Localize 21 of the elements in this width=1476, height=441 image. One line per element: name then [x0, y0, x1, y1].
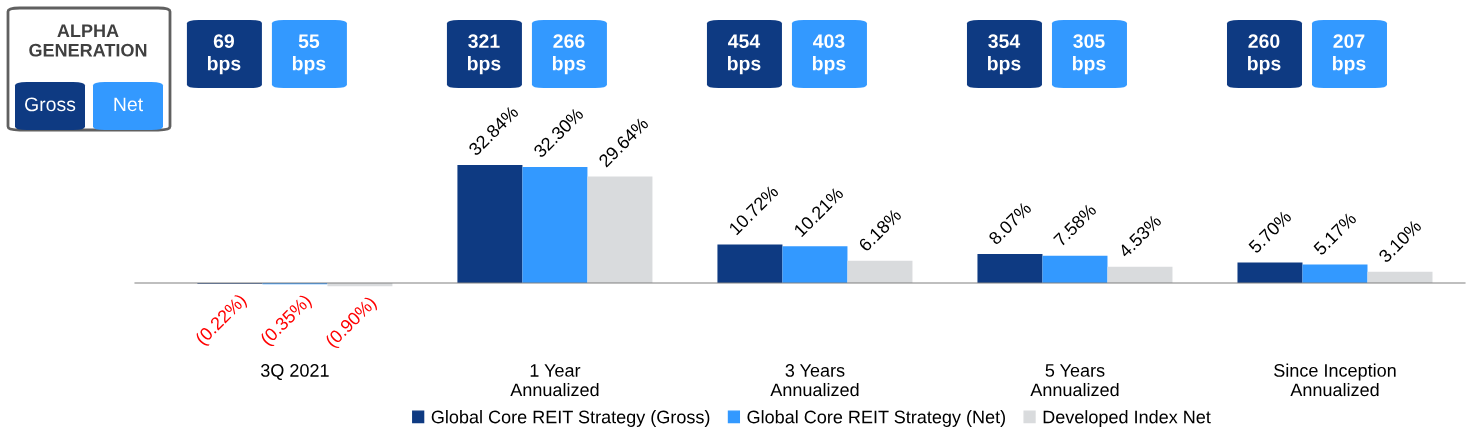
text: Gross	[25, 97, 76, 112]
text: 403 bps	[812, 34, 846, 75]
legend-label: Developed Index Net	[1043, 410, 1211, 427]
x-tick-label: 3Q 2021	[260, 364, 329, 381]
text: ALPHA GENERATION	[29, 24, 147, 57]
text: 354 bps	[987, 34, 1021, 75]
text: 454 bps	[727, 34, 761, 75]
text: 260 bps	[1247, 34, 1281, 75]
legend-label: Global Core REIT Strategy (Net)	[747, 410, 1005, 427]
x-tick-label: 3 Years Annualized	[770, 364, 859, 397]
text: 69 bps	[207, 34, 241, 75]
legend-label: Global Core REIT Strategy (Gross)	[431, 410, 710, 427]
text: 207 bps	[1332, 34, 1366, 75]
x-tick-label: 5 Years Annualized	[1030, 364, 1119, 397]
x-tick-label: Since Inception Annualized	[1274, 363, 1396, 397]
text: Net	[114, 97, 143, 112]
x-tick-label: 1 Year Annualized	[510, 364, 599, 397]
text: 55 bps	[292, 34, 326, 75]
text: 266 bps	[552, 34, 586, 75]
text: 321 bps	[467, 34, 501, 75]
text: 305 bps	[1072, 34, 1106, 75]
